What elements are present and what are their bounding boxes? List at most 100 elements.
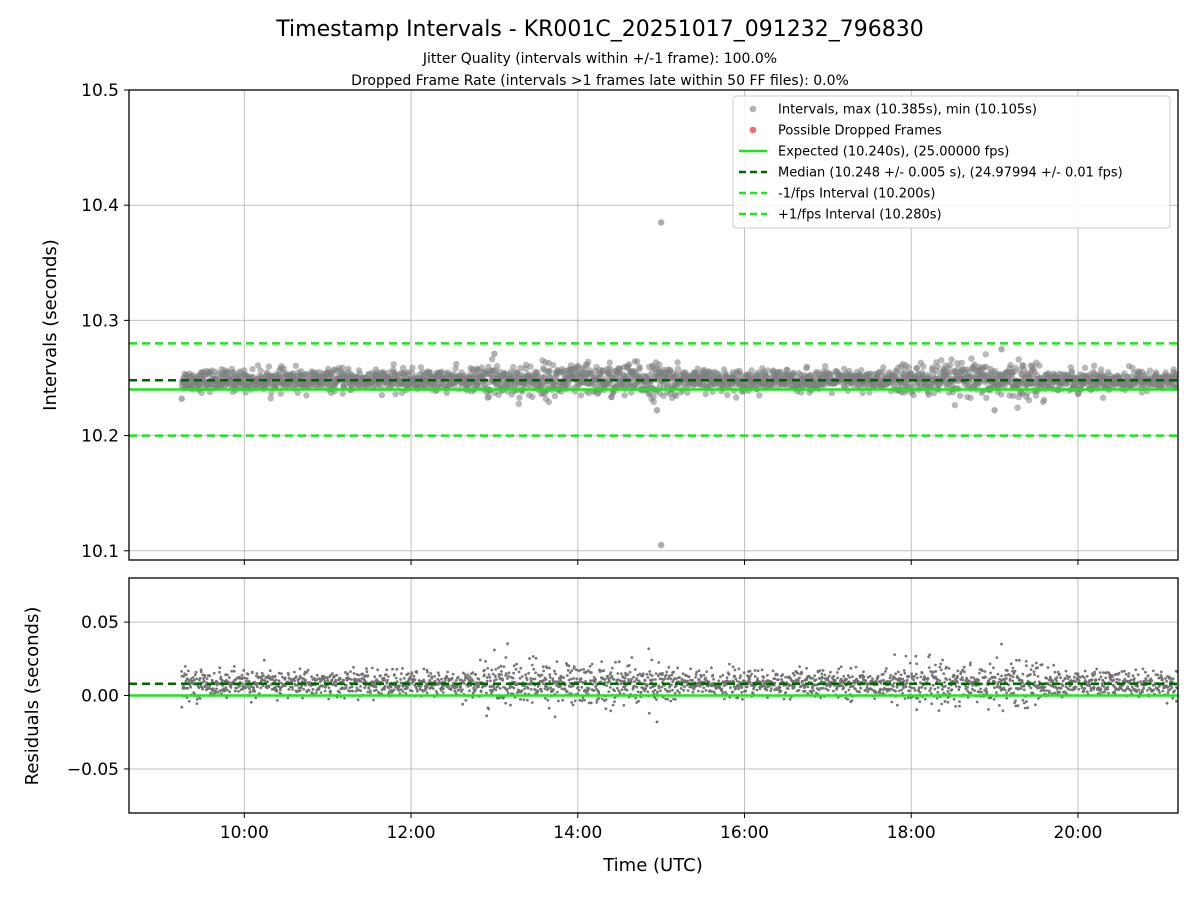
- data-point: [997, 680, 1001, 684]
- data-point: [848, 676, 851, 679]
- data-point: [834, 678, 837, 682]
- data-point: [218, 670, 221, 674]
- data-point: [669, 677, 673, 681]
- data-point: [1009, 687, 1013, 690]
- data-point: [400, 672, 403, 675]
- data-point: [966, 686, 969, 689]
- data-point: [589, 701, 593, 705]
- data-point: [189, 685, 193, 689]
- data-point: [773, 688, 776, 692]
- data-point: [618, 679, 622, 683]
- data-point: [761, 679, 765, 682]
- data-point: [644, 687, 648, 691]
- data-point: [956, 392, 964, 399]
- data-point: [892, 681, 896, 685]
- data-point: [379, 674, 382, 678]
- data-point: [1025, 664, 1028, 667]
- data-point: [277, 390, 284, 397]
- data-point: [557, 699, 560, 703]
- data-point: [512, 671, 515, 675]
- data-point: [627, 389, 635, 396]
- data-point: [710, 690, 714, 693]
- intervals-plot-area: [129, 219, 1178, 549]
- data-point: [450, 676, 454, 680]
- data-point: [426, 670, 429, 674]
- intervals-frame: [128, 89, 1179, 561]
- data-point: [670, 673, 674, 677]
- data-point: [422, 667, 426, 671]
- data-point: [208, 674, 212, 678]
- data-point: [223, 689, 227, 692]
- data-point: [305, 681, 309, 684]
- data-point: [286, 696, 290, 700]
- data-point: [676, 689, 679, 693]
- data-point: [668, 689, 672, 693]
- data-point: [686, 689, 690, 692]
- data-point: [1026, 706, 1030, 710]
- data-point: [660, 677, 663, 681]
- data-point: [969, 661, 972, 665]
- data-point: [487, 707, 491, 711]
- data-point: [604, 678, 607, 681]
- data-point: [468, 675, 472, 679]
- data-point: [592, 676, 596, 679]
- data-point: [1042, 689, 1046, 692]
- data-point: [992, 698, 996, 701]
- data-point: [530, 701, 534, 704]
- data-point: [301, 696, 304, 700]
- data-point: [454, 691, 458, 695]
- data-point: [519, 666, 523, 670]
- data-point: [699, 675, 703, 679]
- data-point: [503, 686, 507, 690]
- data-point: [287, 673, 290, 677]
- data-point: [706, 684, 710, 688]
- data-point: [392, 688, 396, 691]
- data-point: [512, 686, 516, 690]
- data-point: [265, 363, 273, 370]
- data-point: [422, 680, 426, 684]
- data-point: [788, 683, 792, 687]
- data-point: [219, 675, 223, 679]
- data-point: [548, 676, 552, 679]
- data-point: [930, 389, 938, 397]
- data-point: [307, 689, 311, 692]
- data-point: [348, 689, 352, 693]
- data-point: [498, 687, 502, 690]
- data-point: [678, 676, 681, 679]
- data-point: [577, 669, 581, 673]
- data-point: [839, 665, 843, 669]
- data-point: [585, 358, 592, 365]
- data-point: [551, 688, 555, 691]
- data-point: [344, 671, 347, 674]
- data-point: [1002, 686, 1006, 690]
- data-point: [915, 662, 919, 666]
- data-point: [635, 678, 639, 682]
- data-point: [992, 666, 995, 670]
- data-point: [660, 685, 664, 689]
- data-point: [1058, 690, 1062, 694]
- data-point: [1005, 696, 1009, 700]
- data-point: [590, 671, 593, 674]
- data-point: [483, 673, 486, 677]
- data-point: [614, 660, 617, 664]
- data-point: [195, 677, 199, 681]
- data-point: [1031, 664, 1034, 667]
- data-point: [632, 675, 635, 679]
- data-point: [1053, 670, 1057, 674]
- data-point: [488, 675, 492, 679]
- data-point: [1063, 690, 1067, 694]
- data-point: [1024, 390, 1031, 397]
- data-point: [954, 360, 961, 367]
- data-point: [691, 690, 695, 694]
- data-point: [198, 697, 202, 700]
- data-point: [298, 689, 302, 693]
- data-point: [899, 680, 902, 684]
- data-point: [294, 389, 301, 396]
- data-point: [384, 673, 388, 676]
- data-point: [430, 685, 434, 688]
- data-point: [570, 669, 574, 672]
- data-point: [999, 686, 1002, 689]
- data-point: [500, 673, 503, 676]
- data-point: [918, 700, 922, 704]
- data-point: [369, 691, 372, 695]
